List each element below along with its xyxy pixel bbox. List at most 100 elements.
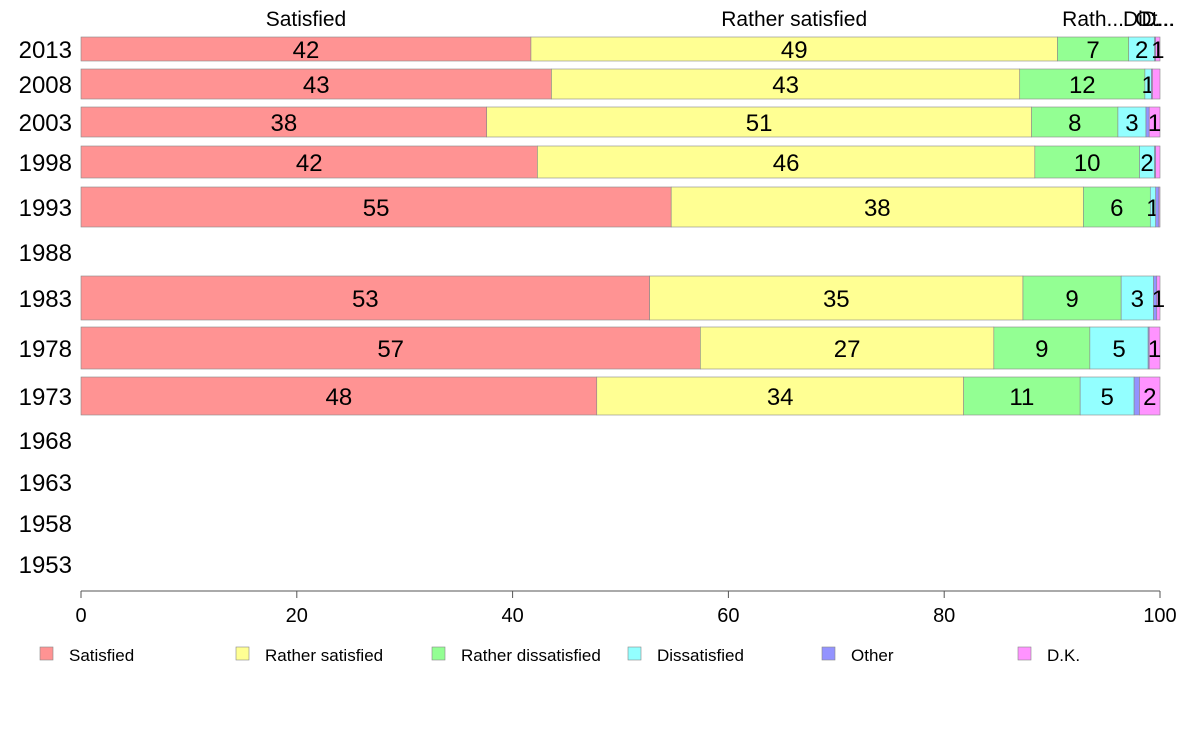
bar-segment [80,326,701,370]
x-tick-label: 100 [1143,605,1176,627]
legend-swatch [627,646,642,661]
bar-segment [80,106,488,138]
legend-label: Satisfied [69,646,134,665]
data-label: 3 [1131,286,1144,313]
data-label: 9 [1035,336,1048,363]
x-tick-label: 60 [717,605,739,627]
data-label: 12 [1069,72,1096,99]
series-top-label: D... [1142,8,1175,31]
y-tick-label: 2003 [19,110,72,137]
series-top-label: Satisfied [266,8,347,31]
bar-segment [1139,376,1161,416]
y-tick-label: 1958 [19,511,72,538]
data-label: 49 [781,37,808,64]
data-label: 55 [363,195,390,222]
y-tick-label: 1968 [19,428,72,455]
bar-segment [1120,275,1154,321]
legend-label: Rather dissatisfied [461,646,601,665]
y-tick-label: 1973 [19,384,72,411]
data-label: 51 [746,110,773,137]
bar-segment [700,326,995,370]
data-label: 7 [1086,37,1099,64]
bar-segment [1158,186,1161,228]
data-label: 2 [1143,384,1156,411]
bar-segment [1133,376,1140,416]
data-label: 53 [352,286,379,313]
y-tick-label: 2013 [19,37,72,64]
y-tick-label: 1978 [19,336,72,363]
bar-segment [80,68,552,100]
bar-segment [80,36,532,62]
data-label: 42 [296,150,323,177]
bar-segment [1155,36,1161,62]
bar-segment [80,275,650,321]
bar-segment [1148,326,1161,370]
bar-segment [993,326,1091,370]
bar-segment [1117,106,1147,138]
data-label: 1 [1148,110,1161,137]
legend-swatch [431,646,446,661]
y-tick-label: 1988 [19,240,72,267]
data-label: 42 [293,37,320,64]
bar-segment [1019,68,1146,100]
series-top-label: Di... [1123,8,1160,31]
legend-swatch [235,646,250,661]
y-tick-label: 1998 [19,150,72,177]
bar-segment [530,36,1058,62]
data-label: 5 [1100,384,1113,411]
x-tick-label: 80 [933,605,955,627]
bar-segment [1079,376,1135,416]
legend-label: Dissatisfied [657,646,744,665]
y-tick-label: 2008 [19,72,72,99]
data-label: 35 [823,286,850,313]
y-tick-label: 1963 [19,470,72,497]
data-label: 1 [1151,37,1164,64]
bar-segment [1089,326,1149,370]
data-label: 8 [1068,110,1081,137]
data-label: 11 [1009,384,1034,411]
bar-segment [649,275,1024,321]
bar-segment [1022,275,1122,321]
data-label: 1 [1152,286,1165,313]
data-label: 1 [1148,336,1161,363]
bar-segment [486,106,1032,138]
series-top-label: Rather satisfied [721,8,867,31]
bar-segment [537,145,1036,179]
legend-label: Rather satisfied [265,646,383,665]
bar-segment [1031,106,1119,138]
bar-segment [1057,36,1130,62]
legend-label: D.K. [1047,646,1080,665]
data-label: 5 [1112,336,1125,363]
series-top-label: Rath... [1062,8,1124,31]
data-label: 34 [767,384,794,411]
series-top-label: Ot... [1135,8,1175,31]
data-label: 38 [864,195,891,222]
bar-segment [1083,186,1151,228]
bar-segment [963,376,1081,416]
x-tick-label: 0 [75,605,86,627]
data-label: 10 [1074,150,1101,177]
y-tick-label: 1993 [19,195,72,222]
data-label: 43 [303,72,330,99]
data-label: 38 [271,110,298,137]
bar-segment [670,186,1084,228]
bar-segment [1156,275,1161,321]
data-label: 2 [1135,37,1148,64]
legend-swatch [1017,646,1032,661]
y-tick-label: 1983 [19,286,72,313]
bar-segment [80,376,598,416]
bar-segment [1155,145,1161,179]
data-label: 9 [1065,286,1078,313]
bar-segment [1155,186,1160,228]
data-label: 57 [377,336,404,363]
bar-segment [551,68,1021,100]
legend-label: Other [851,646,894,665]
data-label: 48 [326,384,353,411]
bar-segment [596,376,964,416]
bar-segment [1152,68,1161,100]
data-label: 27 [834,336,861,363]
data-label: 6 [1110,195,1123,222]
x-tick-label: 40 [501,605,523,627]
data-label: 43 [772,72,799,99]
